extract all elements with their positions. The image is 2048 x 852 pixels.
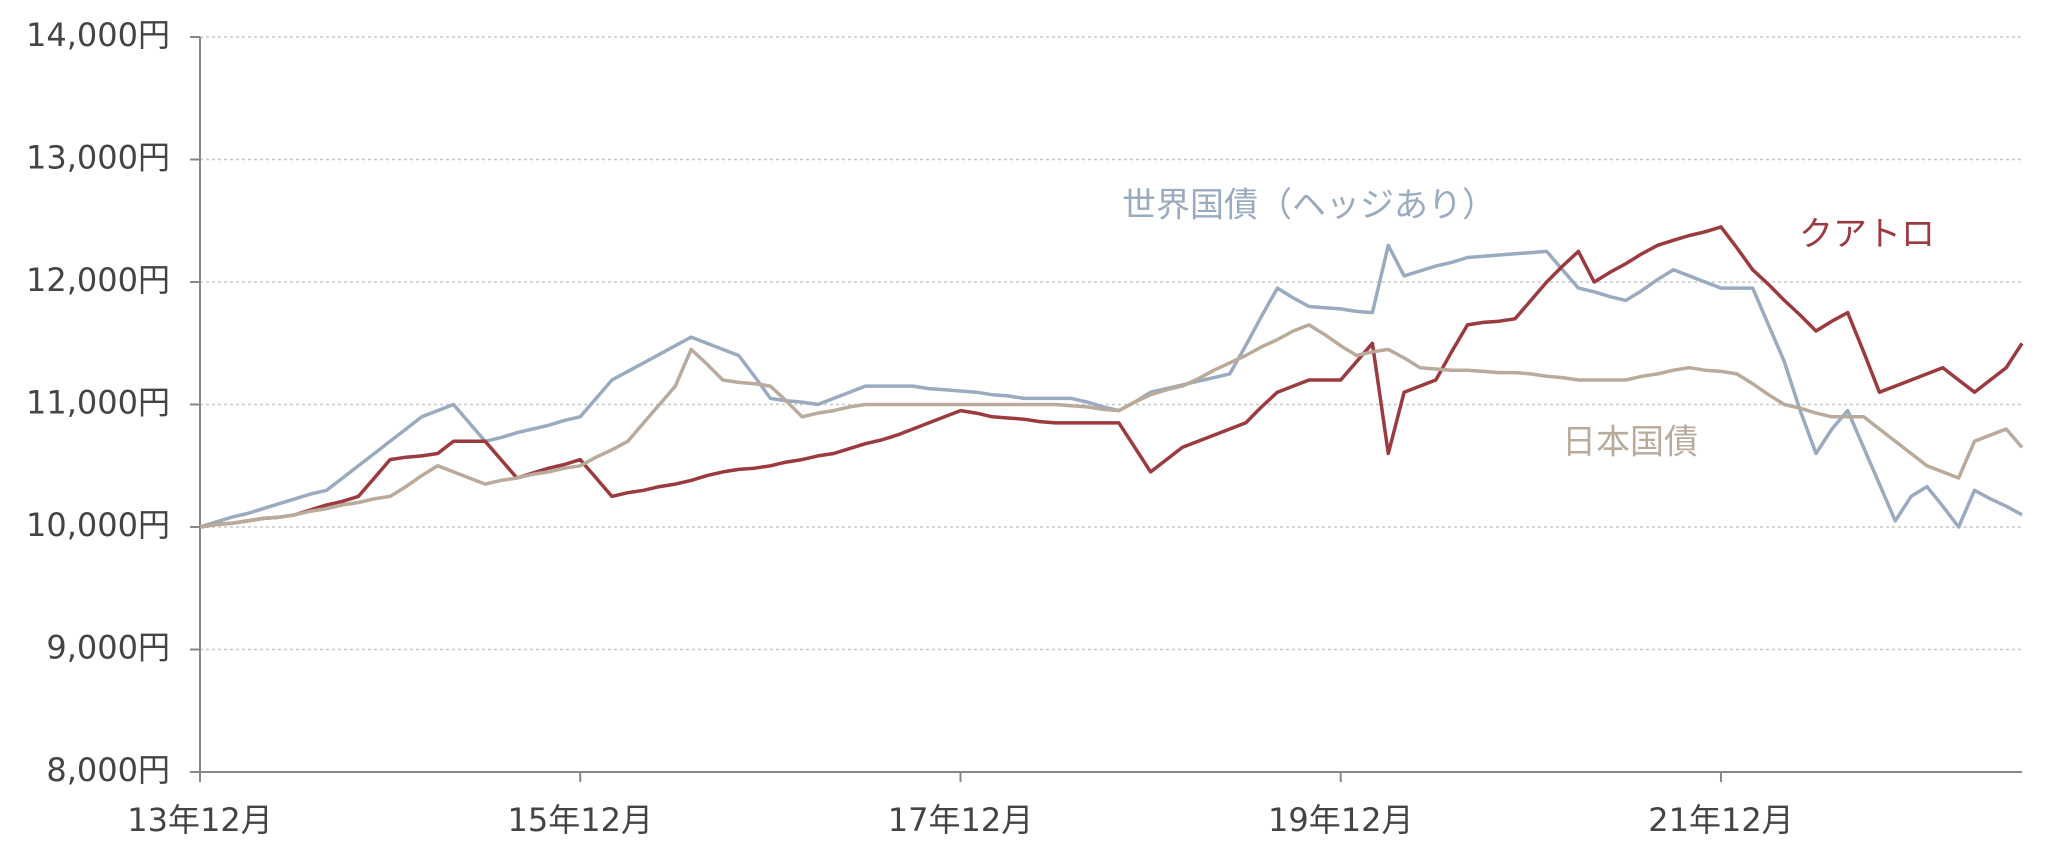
- x-tick-label: 13年12月: [127, 801, 272, 839]
- y-tick-label: 13,000円: [26, 139, 170, 177]
- series-line: [199, 225, 2024, 529]
- y-tick-label: 8,000円: [46, 751, 170, 789]
- series-label: 世界国債（ヘッジあり）: [1122, 186, 1496, 226]
- series-line: [199, 243, 2023, 529]
- x-tick-label: 17年12月: [888, 801, 1033, 839]
- x-tick-label: 21年12月: [1648, 801, 1793, 839]
- y-tick-label: 11,000円: [26, 384, 170, 422]
- x-tick-label: 15年12月: [508, 801, 653, 839]
- y-tick-label: 14,000円: [26, 16, 170, 54]
- series-label: 日本国債: [1562, 423, 1698, 463]
- x-tick-label: 19年12月: [1268, 801, 1413, 839]
- y-tick-label: 12,000円: [26, 261, 170, 299]
- y-tick-label: 9,000円: [46, 629, 170, 667]
- y-tick-label: 10,000円: [26, 506, 170, 544]
- series-line: [199, 323, 2024, 529]
- series-label: クアトロ: [1799, 215, 1935, 255]
